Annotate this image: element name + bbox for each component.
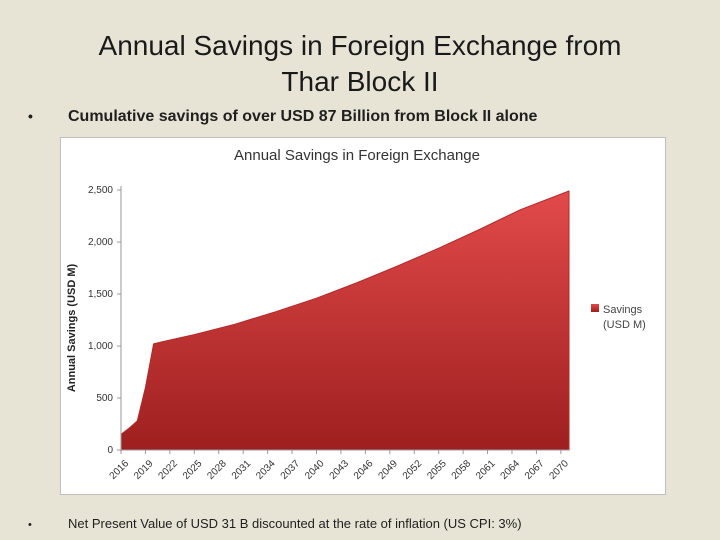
y-tick-label: 500 bbox=[96, 393, 113, 404]
legend-label-line-1: Savings bbox=[603, 304, 643, 316]
savings-area bbox=[120, 190, 570, 451]
bullet-bottom-text: Net Present Value of USD 31 B discounted… bbox=[68, 516, 522, 531]
x-tick-label: 2058 bbox=[450, 458, 474, 482]
x-tick-label: 2052 bbox=[401, 458, 425, 482]
x-tick-label: 2019 bbox=[132, 458, 156, 482]
x-tick-label: 2061 bbox=[474, 458, 498, 482]
slide-title-line-2: Thar Block II bbox=[281, 66, 439, 97]
x-tick-label: 2043 bbox=[328, 458, 352, 482]
legend-swatch bbox=[591, 304, 599, 312]
x-tick-label: 2040 bbox=[303, 458, 327, 482]
y-tick-label: 2,000 bbox=[88, 237, 113, 248]
y-tick-label: 0 bbox=[107, 445, 113, 456]
x-tick-label: 2049 bbox=[376, 458, 400, 482]
x-tick-label: 2070 bbox=[547, 458, 571, 482]
chart-container: Annual Savings in Foreign Exchange Annua… bbox=[60, 137, 666, 495]
x-tick-label: 2055 bbox=[425, 458, 449, 482]
slide-title-line-1: Annual Savings in Foreign Exchange from bbox=[98, 30, 622, 61]
x-tick-label: 2025 bbox=[181, 458, 205, 482]
x-tick-label: 2016 bbox=[108, 458, 132, 482]
bullet-dot: • bbox=[28, 519, 32, 531]
bullet-top-text: Cumulative savings of over USD 87 Billio… bbox=[68, 108, 538, 125]
x-tick-label: 2031 bbox=[230, 458, 254, 482]
x-tick-label: 2046 bbox=[352, 458, 376, 482]
x-tick-label: 2034 bbox=[254, 458, 278, 482]
legend-label-line-2: (USD M) bbox=[603, 319, 646, 331]
x-tick-label: 2022 bbox=[156, 458, 180, 482]
area-chart: Annual Savings in Foreign Exchange Annua… bbox=[66, 147, 646, 482]
bullet-top: • Cumulative savings of over USD 87 Bill… bbox=[28, 108, 537, 126]
y-tick-label: 1,500 bbox=[88, 289, 113, 300]
chart-title: Annual Savings in Foreign Exchange bbox=[234, 147, 480, 164]
bullet-dot: • bbox=[28, 108, 33, 124]
y-axis-title: Annual Savings (USD M) bbox=[66, 263, 78, 392]
x-tick-label: 2067 bbox=[523, 458, 547, 482]
y-tick-label: 1,000 bbox=[88, 341, 113, 352]
x-tick-label: 2064 bbox=[499, 458, 523, 482]
legend: Savings (USD M) bbox=[591, 304, 646, 331]
slide-title: Annual Savings in Foreign Exchange from … bbox=[20, 28, 700, 100]
bullet-bottom: • Net Present Value of USD 31 B discount… bbox=[28, 516, 522, 531]
x-tick-label: 2028 bbox=[205, 458, 229, 482]
y-tick-label: 2,500 bbox=[88, 185, 113, 196]
x-tick-label: 2037 bbox=[279, 458, 303, 482]
